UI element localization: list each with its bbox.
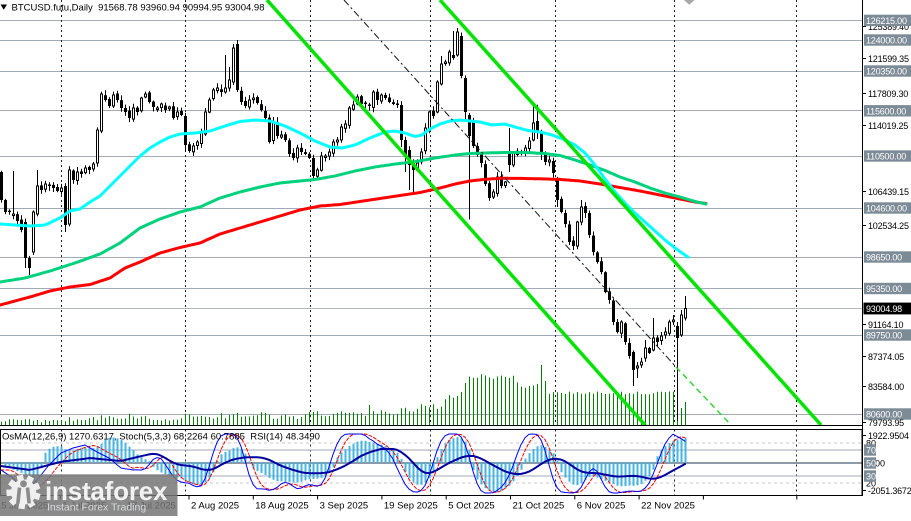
svg-text:104600.00: 104600.00 bbox=[866, 204, 907, 214]
svg-text:2 Aug 2025: 2 Aug 2025 bbox=[191, 501, 239, 512]
svg-text:3 Sep 2025: 3 Sep 2025 bbox=[320, 501, 369, 512]
svg-text:124000.00: 124000.00 bbox=[866, 36, 907, 46]
svg-text:102534.25: 102534.25 bbox=[868, 221, 909, 231]
svg-text:110500.00: 110500.00 bbox=[866, 152, 906, 162]
svg-text:95350.00: 95350.00 bbox=[866, 284, 902, 294]
svg-text:OsMA(12,26,9) 1270.6317, Stoch: OsMA(12,26,9) 1270.6317, Stoch(5,3,3) 68… bbox=[2, 432, 320, 443]
svg-text:98650.00: 98650.00 bbox=[866, 253, 902, 263]
svg-text:00: 00 bbox=[875, 459, 885, 469]
svg-text:83584.00: 83584.00 bbox=[868, 382, 904, 392]
svg-text:87374.05: 87374.05 bbox=[868, 352, 904, 362]
svg-text:18 Aug 2025: 18 Aug 2025 bbox=[255, 501, 308, 512]
svg-text:19 Sep 2025: 19 Sep 2025 bbox=[384, 501, 438, 512]
svg-text:22 Nov 2025: 22 Nov 2025 bbox=[641, 501, 695, 512]
svg-text:21 Oct 2025: 21 Oct 2025 bbox=[513, 501, 565, 512]
svg-text:117809.30: 117809.30 bbox=[868, 89, 908, 99]
svg-text:114019.25: 114019.25 bbox=[868, 121, 908, 131]
svg-text:121599.35: 121599.35 bbox=[868, 54, 909, 64]
svg-text:91164.10: 91164.10 bbox=[868, 320, 903, 330]
svg-text:30: 30 bbox=[866, 472, 876, 482]
svg-text:120350.00: 120350.00 bbox=[866, 67, 907, 77]
svg-text:80600.00: 80600.00 bbox=[866, 410, 902, 420]
svg-text:BTCUSD.futu,Daily 91568.78 93: BTCUSD.futu,Daily 91568.78 93960.94 9099… bbox=[12, 3, 265, 14]
svg-text:126215.00: 126215.00 bbox=[866, 16, 907, 26]
svg-text:115600.00: 115600.00 bbox=[866, 106, 906, 116]
svg-text:50: 50 bbox=[866, 459, 876, 469]
svg-text:93004.98: 93004.98 bbox=[866, 304, 902, 314]
svg-text:6 Nov 2025: 6 Nov 2025 bbox=[577, 501, 626, 512]
svg-text:106439.15: 106439.15 bbox=[868, 187, 909, 197]
svg-text:Instant Forex Trading: Instant Forex Trading bbox=[47, 502, 146, 514]
svg-text:70: 70 bbox=[866, 446, 876, 456]
svg-text:5 Oct 2025: 5 Oct 2025 bbox=[448, 501, 494, 512]
svg-text:89750.00: 89750.00 bbox=[866, 331, 902, 341]
